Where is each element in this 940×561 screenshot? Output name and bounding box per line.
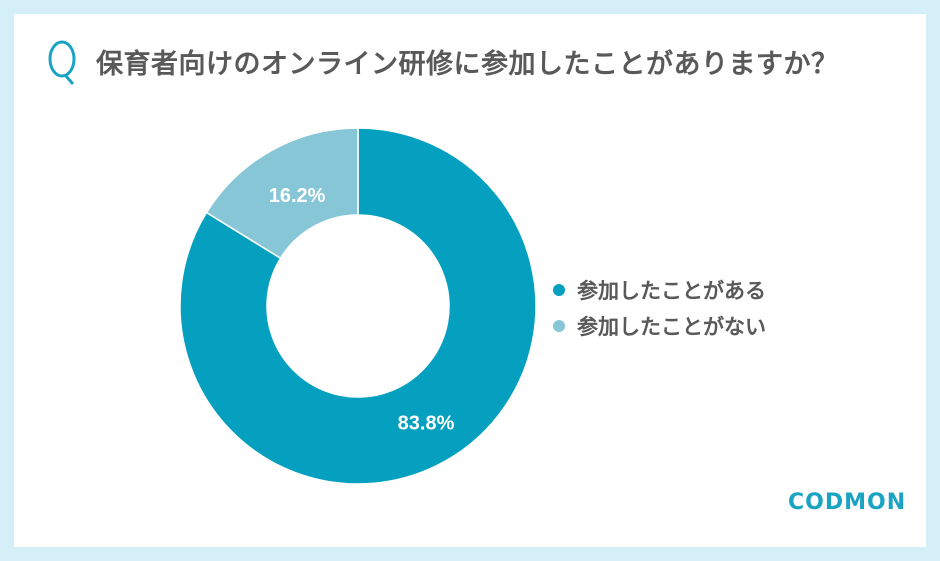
legend-label: 参加したことがある: [577, 279, 766, 303]
chart-title: 保育者向けのオンライン研修に参加したことがありますか？: [96, 49, 839, 80]
legend-item: 参加したことがない: [553, 308, 766, 344]
legend-label: 参加したことがない: [577, 315, 766, 339]
legend-item: 参加したことがある: [553, 272, 766, 308]
data-label: 83.8%: [398, 412, 455, 434]
legend-swatch: [553, 320, 565, 332]
legend-swatch: [553, 284, 565, 296]
legend: 参加したことがある 参加したことがない: [553, 272, 766, 344]
data-label: 16.2%: [269, 185, 326, 207]
codmon-logo: CODMON: [788, 490, 907, 515]
q-icon: [48, 40, 76, 85]
donut-slice: [205, 127, 359, 260]
donut-slice: [179, 127, 537, 485]
